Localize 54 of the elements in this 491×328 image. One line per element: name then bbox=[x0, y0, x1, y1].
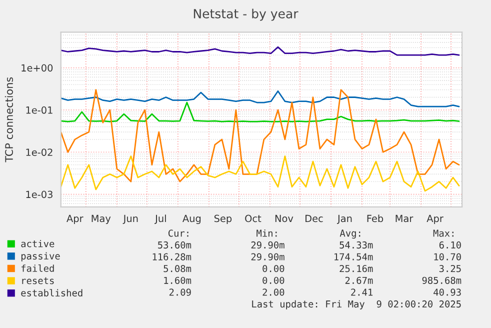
text: 174.54m bbox=[334, 253, 373, 260]
line-series bbox=[60, 90, 460, 108]
text: 29.90m bbox=[251, 241, 284, 249]
x-tick-label: Apr bbox=[426, 214, 444, 224]
text: 0.00 bbox=[262, 265, 284, 272]
text: 2.67m bbox=[345, 276, 373, 284]
x-tick-label: Apr bbox=[66, 214, 84, 224]
y-tick-label: 1e+00 bbox=[22, 64, 53, 72]
text: 0.00 bbox=[262, 276, 284, 284]
text: 40.93 bbox=[434, 288, 461, 296]
text: 3.25 bbox=[439, 265, 461, 272]
text: 2.09 bbox=[169, 288, 191, 296]
x-tick-label: Jul bbox=[154, 214, 166, 224]
line-series bbox=[60, 89, 460, 182]
text: Min: bbox=[256, 229, 277, 237]
y-axis-title: TCP connections bbox=[4, 77, 13, 162]
text: 2.41 bbox=[351, 288, 373, 296]
text: Cur: bbox=[168, 230, 188, 237]
chart-title: Netstat - by year bbox=[194, 8, 298, 21]
text: 6.10 bbox=[439, 241, 461, 249]
x-tick-label: May bbox=[92, 214, 111, 224]
x-tick-label: Jan bbox=[336, 214, 352, 224]
legend-label: passive bbox=[21, 252, 60, 262]
x-tick-label: Sep bbox=[214, 214, 232, 224]
legend-label: established bbox=[21, 289, 82, 296]
x-tick-label: Mar bbox=[396, 214, 414, 222]
y-tick-label: 1e-02 bbox=[26, 148, 52, 156]
text: 54.33m bbox=[340, 241, 373, 249]
text: 53.60m bbox=[158, 241, 192, 249]
line-series bbox=[60, 102, 460, 122]
y-tick-label: 1e-01 bbox=[26, 106, 52, 114]
x-tick-label: Aug bbox=[182, 214, 201, 224]
x-tick-label: Dec bbox=[306, 214, 323, 222]
text: 116.28m bbox=[152, 253, 192, 260]
text: Last update: Fri May 9 02:00:20 2025 bbox=[252, 300, 461, 310]
text: 985.68m bbox=[422, 276, 462, 284]
x-tick-label: Nov bbox=[275, 214, 294, 222]
y-tick-label: 1e-03 bbox=[26, 190, 52, 198]
text: 2.00 bbox=[262, 288, 284, 296]
text: 5.08m bbox=[164, 265, 192, 272]
x-tick-label: Feb bbox=[367, 214, 384, 222]
legend-label: failed bbox=[21, 264, 54, 272]
x-tick-label: Oct bbox=[245, 214, 262, 222]
line-series bbox=[60, 156, 460, 192]
text: 29.90m bbox=[251, 253, 284, 260]
text: 25.16m bbox=[340, 265, 373, 272]
text: 10.70 bbox=[434, 253, 461, 260]
text: Avg: bbox=[340, 230, 360, 239]
text: 1.60m bbox=[164, 276, 192, 284]
legend-label: resets bbox=[22, 277, 54, 284]
x-tick-label: Jun bbox=[122, 214, 138, 224]
line-series bbox=[60, 46, 460, 56]
text: Max: bbox=[433, 230, 454, 237]
legend-label: active bbox=[21, 240, 54, 248]
